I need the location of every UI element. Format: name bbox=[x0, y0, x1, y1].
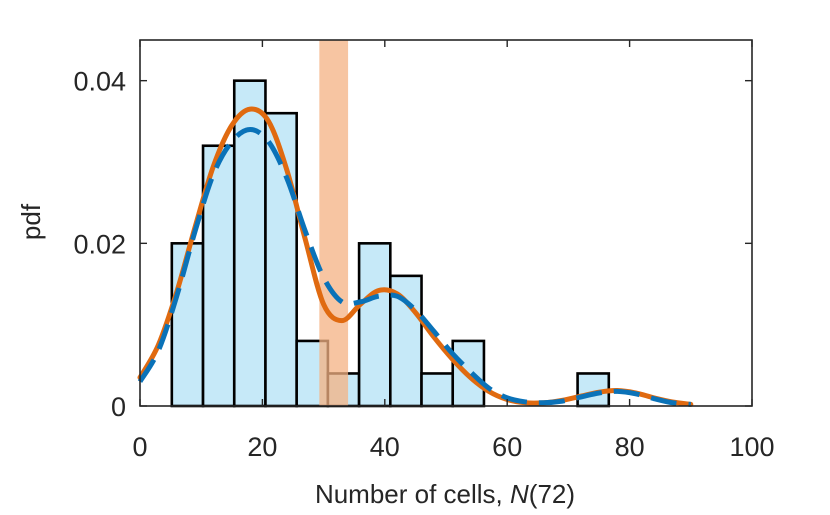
x-tick-label: 100 bbox=[729, 432, 774, 462]
x-axis-label-variable: N bbox=[510, 479, 529, 509]
x-tick-label: 0 bbox=[132, 432, 147, 462]
histogram-bar bbox=[170, 242, 205, 408]
y-tick-label: 0 bbox=[111, 392, 126, 422]
axes-box bbox=[139, 39, 753, 407]
histogram-bar bbox=[357, 242, 392, 408]
y-tick-label: 0.04 bbox=[73, 67, 126, 97]
y-axis-label: pdf bbox=[16, 203, 46, 240]
y-tick-label: 0.02 bbox=[73, 229, 126, 259]
x-tick-label: 80 bbox=[615, 432, 645, 462]
shaded-band bbox=[319, 40, 349, 406]
x-axis-label-prefix: Number of cells, bbox=[315, 479, 510, 509]
x-axis-label-suffix: (72) bbox=[529, 479, 575, 509]
x-axis-label: Number of cells, N(72) bbox=[315, 479, 575, 509]
plot-area bbox=[137, 40, 694, 408]
dashed-fit-line bbox=[137, 126, 692, 407]
x-tick-label: 20 bbox=[247, 432, 277, 462]
axes: 0 20 40 60 80 100 0 0.02 0.04 bbox=[73, 39, 775, 462]
x-tick-label: 60 bbox=[492, 432, 522, 462]
histogram-bar bbox=[420, 372, 455, 408]
x-tick-label: 40 bbox=[370, 432, 400, 462]
